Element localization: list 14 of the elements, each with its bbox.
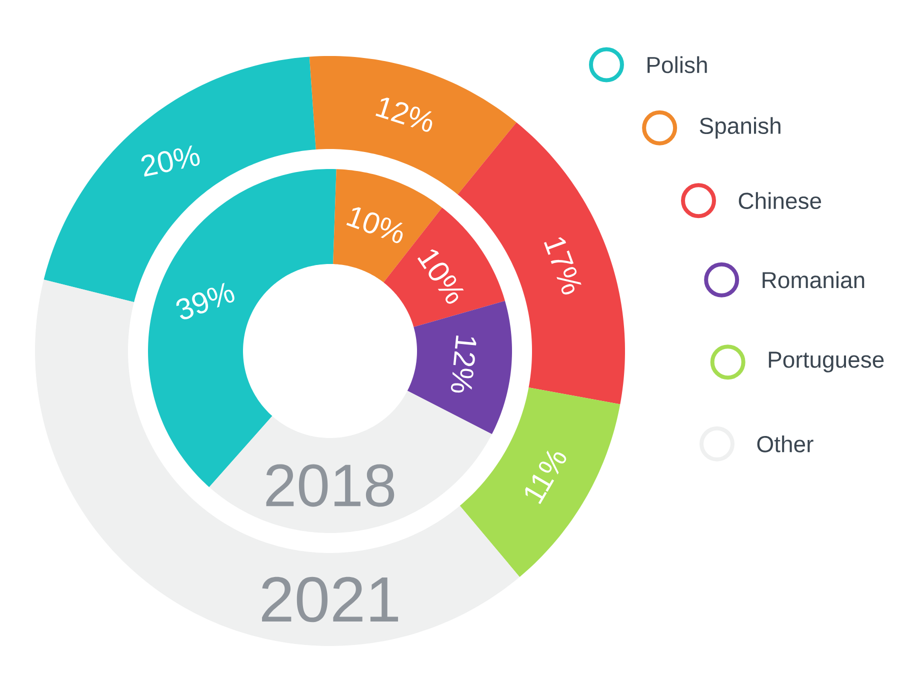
data-label: 12% — [376, 98, 432, 132]
legend-label: Polish — [648, 56, 707, 74]
data-label: 39% — [176, 282, 234, 320]
data-label: 20% — [141, 145, 200, 177]
data-label: 17% — [544, 237, 582, 294]
legend-label: Chinese — [738, 192, 822, 210]
data-label: 12% — [450, 335, 476, 393]
legend-label: Portuguese — [768, 352, 884, 372]
slice-label: 2018 — [266, 464, 394, 507]
legend-label: Romanian — [762, 271, 864, 288]
data-label: 10% — [346, 207, 403, 244]
legend-label: Spanish — [700, 117, 780, 139]
slice-label: 2021 — [262, 576, 398, 622]
legend-label: Other — [757, 435, 814, 452]
